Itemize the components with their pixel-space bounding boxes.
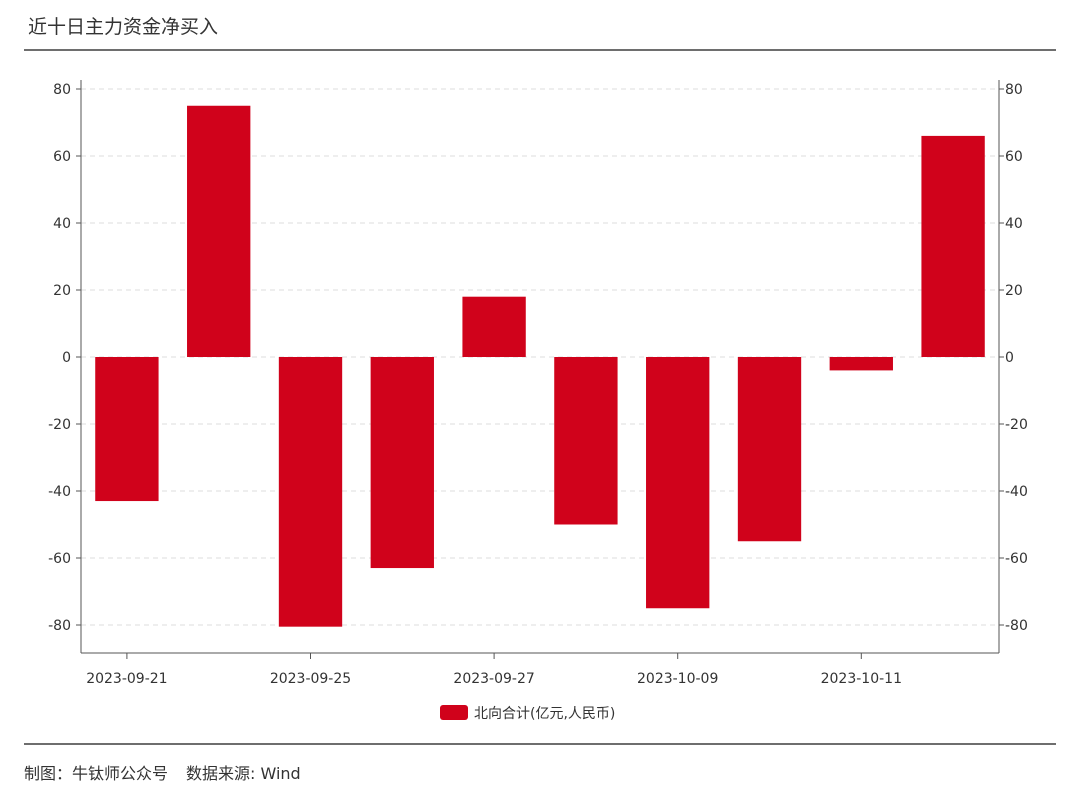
x-tick-label: 2023-09-25: [270, 671, 351, 687]
footer-credit: 制图：牛钛师公众号: [24, 764, 169, 783]
bar: [829, 357, 893, 371]
legend-swatch: [440, 705, 468, 720]
bar: [921, 135, 985, 357]
title-divider: [24, 49, 1056, 51]
bar: [278, 357, 343, 627]
y-tick-label-left: -20: [48, 417, 71, 433]
x-tick-label: 2023-10-11: [821, 671, 902, 687]
x-tick-label: 2023-10-09: [637, 671, 718, 687]
y-tick-label-left: 60: [53, 149, 71, 165]
y-tick-label-right: 40: [1005, 216, 1023, 232]
y-tick-label-left: -60: [48, 551, 71, 567]
bar: [187, 105, 251, 357]
y-tick-label-right: 60: [1005, 149, 1023, 165]
footer: 制图：牛钛师公众号 数据来源: Wind: [24, 760, 301, 784]
y-tick-label-right: 20: [1005, 283, 1023, 299]
y-tick-label-left: 0: [62, 350, 71, 366]
y-tick-label-left: 40: [53, 216, 71, 232]
bar: [95, 357, 159, 502]
footer-source: 数据来源: Wind: [186, 764, 301, 783]
bar-chart: 80 60 40 20 0 -20 -40 -60 -80 80 60 40 20 0 -20 -40 -60 -…: [48, 80, 1028, 722]
bar: [462, 296, 526, 357]
chart-title: 近十日主力资金净买入: [28, 16, 219, 38]
y-tick-label-right: -40: [1005, 484, 1028, 500]
y-tick-label-left: 80: [53, 82, 71, 98]
y-tick-label-right: -80: [1005, 618, 1028, 634]
bar: [554, 357, 618, 525]
x-tick-label: 2023-09-21: [86, 671, 167, 687]
bar: [646, 357, 710, 609]
y-tick-label-left: -40: [48, 484, 71, 500]
bar: [737, 357, 802, 542]
y-tick-label-right: -60: [1005, 551, 1028, 567]
legend: 北向合计(亿元,人民币): [440, 705, 615, 722]
y-tick-label-right: 80: [1005, 82, 1023, 98]
y-tick-label-right: 0: [1005, 350, 1014, 366]
footer-divider: [24, 743, 1056, 745]
x-tick-label: 2023-09-27: [453, 671, 534, 687]
legend-label: 北向合计(亿元,人民币): [474, 706, 615, 722]
y-tick-label-left: 20: [53, 283, 71, 299]
y-tick-label-right: -20: [1005, 417, 1028, 433]
bar: [370, 357, 434, 569]
y-tick-label-left: -80: [48, 618, 71, 634]
